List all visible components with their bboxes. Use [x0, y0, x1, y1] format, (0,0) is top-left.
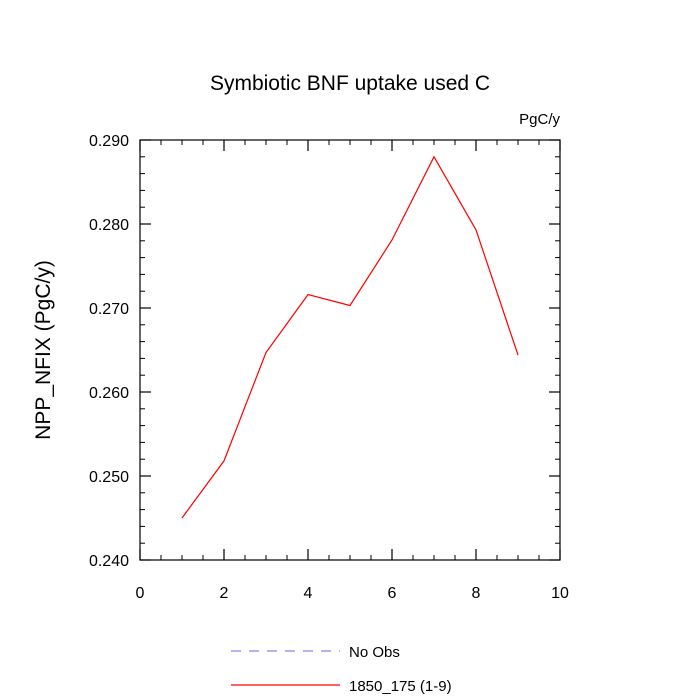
chart-title: Symbiotic BNF uptake used C	[210, 72, 490, 95]
y-tick-label: 0.260	[89, 385, 129, 402]
units-label: PgC/y	[519, 111, 560, 128]
x-tick-label: 2	[220, 585, 229, 602]
y-tick-label: 0.280	[89, 217, 129, 234]
legend-label: 1850_175 (1-9)	[349, 678, 452, 695]
legend: No Obs 1850_175 (1-9)	[231, 644, 452, 695]
x-tick-label: 4	[304, 585, 313, 602]
y-tick-label: 0.270	[89, 301, 129, 318]
series-line-0	[181, 155, 519, 519]
y-axis-label: NPP_NFIX (PgC/y)	[32, 260, 55, 440]
series-layer	[181, 155, 519, 519]
axis-ticks: 0 2 4 6 8 10 0.240 0.250 0.260 0.270 0.280 0.290	[89, 133, 569, 602]
x-tick-label: 8	[472, 585, 481, 602]
x-tick-label: 0	[136, 585, 145, 602]
y-tick-label: 0.250	[89, 469, 129, 486]
x-tick-label: 10	[551, 585, 569, 602]
x-tick-label: 6	[388, 585, 397, 602]
y-tick-label: 0.240	[89, 553, 129, 570]
legend-label: No Obs	[349, 644, 400, 661]
plot-frame	[139, 139, 561, 561]
y-tick-label: 0.290	[89, 133, 129, 150]
